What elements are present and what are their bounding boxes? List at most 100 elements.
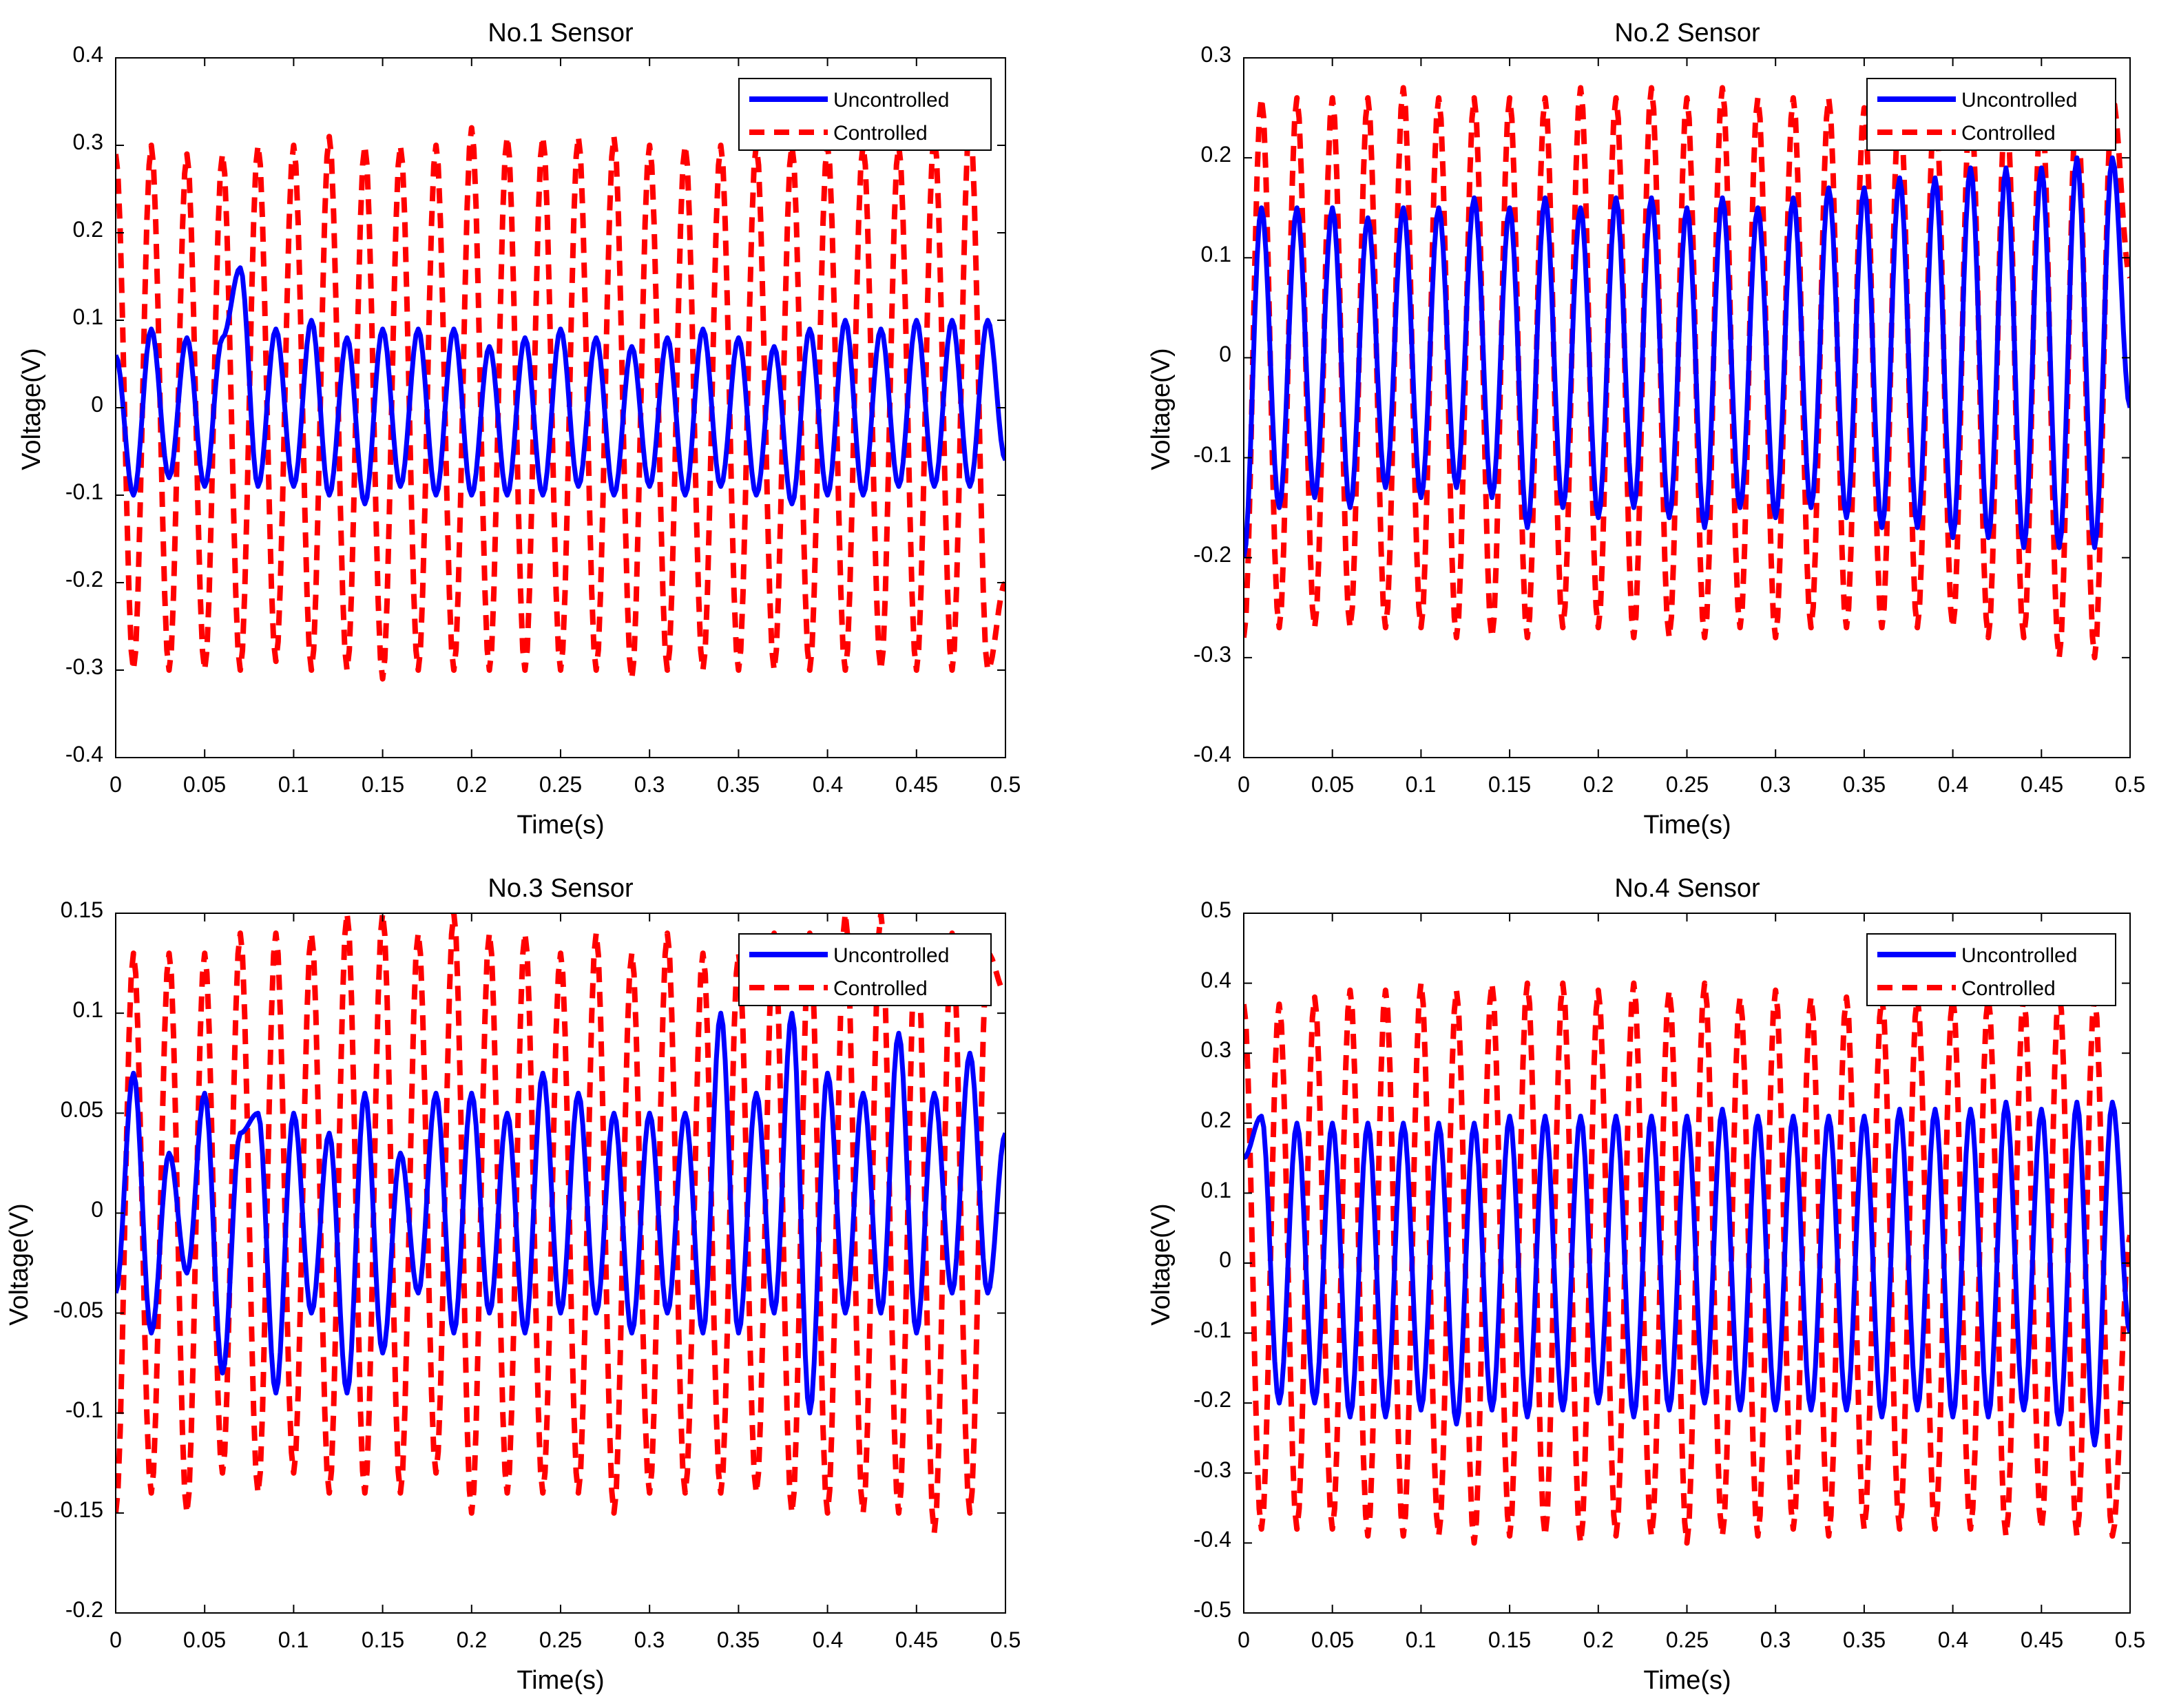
- x-tick-label: 0.5: [990, 1627, 1021, 1652]
- x-tick-label: 0.5: [2115, 1627, 2145, 1652]
- x-axis-label: Time(s): [517, 811, 604, 840]
- x-axis-label: Time(s): [1643, 1666, 1731, 1695]
- x-tick-label: 0.35: [1843, 772, 1886, 797]
- y-tick-label: -0.3: [1193, 1457, 1231, 1482]
- y-axis-label: Voltage(V): [1147, 348, 1176, 470]
- y-tick-label: 0.1: [73, 304, 103, 329]
- x-tick-label: 0.45: [895, 772, 938, 797]
- plot-area: [1244, 980, 2130, 1546]
- y-tick-label: -0.15: [53, 1497, 103, 1522]
- legend-label-controlled: Controlled: [833, 977, 928, 1000]
- legend-label-uncontrolled: Uncontrolled: [1961, 89, 2077, 112]
- x-tick-label: 0.2: [457, 772, 487, 797]
- x-axis-label: Time(s): [517, 1666, 604, 1695]
- tick-marks: [1243, 57, 2131, 758]
- legend-box: [738, 933, 992, 1006]
- x-tick-label: 0: [109, 1627, 122, 1652]
- x-tick-label: 0.25: [539, 1627, 582, 1652]
- y-tick-label: 0.2: [73, 217, 103, 242]
- x-tick-label: 0.3: [634, 1627, 665, 1652]
- chart-panel-no2-sensor: No.2 Sensor Time(s) Voltage(V) 0 0.05 0.…: [1147, 19, 2145, 840]
- x-tick-labels: 0 0.05 0.1 0.15 0.2 0.25 0.3 0.35 0.4 0.…: [1238, 1627, 2145, 1652]
- x-tick-label: 0.25: [1666, 772, 1709, 797]
- x-tick-labels: 0 0.05 0.1 0.15 0.2 0.25 0.3 0.35 0.4 0.…: [1238, 772, 2145, 797]
- y-tick-label: 0.3: [1201, 1037, 1231, 1062]
- legend-label-controlled: Controlled: [1961, 977, 2056, 1000]
- y-tick-labels: -0.5 -0.4 -0.3 -0.2 -0.1 0 0.1 0.2 0.3 0…: [1193, 897, 1231, 1622]
- y-tick-label: -0.3: [65, 654, 103, 679]
- y-tick-label: -0.05: [53, 1298, 103, 1322]
- x-tick-label: 0.25: [1666, 1627, 1709, 1652]
- x-tick-label: 0.5: [2115, 772, 2145, 797]
- y-tick-label: -0.2: [1193, 542, 1231, 567]
- x-tick-label: 0.15: [362, 1627, 404, 1652]
- x-tick-label: 0.35: [1843, 1627, 1886, 1652]
- tick-marks: [115, 57, 1006, 758]
- x-tick-label: 0.35: [717, 772, 760, 797]
- legend-box: [1866, 78, 2116, 151]
- tick-marks: [115, 913, 1006, 1614]
- series-line-uncontrolled: [1244, 155, 2130, 559]
- x-tick-label: 0.45: [2021, 1627, 2063, 1652]
- chart-title: No.3 Sensor: [488, 874, 634, 903]
- y-tick-label: 0.4: [73, 42, 103, 67]
- chart-title: No.2 Sensor: [1614, 19, 1760, 48]
- y-tick-label: 0.1: [73, 997, 103, 1022]
- series-line-uncontrolled: [116, 1010, 1005, 1416]
- legend-label-uncontrolled: Uncontrolled: [833, 89, 949, 112]
- legend-label-uncontrolled: Uncontrolled: [1961, 944, 2077, 967]
- y-tick-label: 0: [91, 392, 103, 417]
- y-axis-label: Voltage(V): [1147, 1203, 1176, 1325]
- x-tick-label: 0.2: [457, 1627, 487, 1652]
- legend: Uncontrolled Controlled: [738, 78, 992, 151]
- y-tick-label: -0.3: [1193, 642, 1231, 667]
- y-tick-label: -0.1: [1193, 1318, 1231, 1342]
- y-tick-label: 0: [91, 1197, 103, 1222]
- y-tick-label: 0.1: [1201, 242, 1231, 267]
- series-line-controlled: [116, 913, 1005, 1536]
- x-tick-label: 0.4: [1938, 1627, 1968, 1652]
- legend-label-controlled: Controlled: [833, 122, 928, 145]
- y-tick-labels: -0.2 -0.15 -0.1 -0.05 0 0.05 0.1 0.15: [53, 897, 103, 1622]
- x-tick-label: 0.05: [1311, 772, 1354, 797]
- series-line-uncontrolled: [1244, 1099, 2130, 1448]
- legend: Uncontrolled Controlled: [1866, 933, 2116, 1006]
- y-tick-label: 0: [1219, 1247, 1231, 1272]
- y-tick-label: -0.1: [1193, 442, 1231, 467]
- y-tick-label: 0.2: [1201, 1107, 1231, 1132]
- x-tick-label: 0: [109, 772, 122, 797]
- y-tick-label: 0.5: [1201, 897, 1231, 922]
- x-tick-label: 0: [1238, 1627, 1250, 1652]
- y-tick-label: -0.2: [1193, 1387, 1231, 1412]
- y-tick-label: 0: [1219, 342, 1231, 366]
- legend-box: [1866, 933, 2116, 1006]
- x-tick-label: 0.3: [634, 772, 665, 797]
- series-line-uncontrolled: [116, 265, 1005, 507]
- series-line-controlled: [1244, 85, 2130, 660]
- y-tick-label: -0.1: [65, 479, 103, 504]
- x-tick-label: 0.15: [362, 772, 404, 797]
- legend: Uncontrolled Controlled: [1866, 78, 2116, 151]
- x-tick-label: 0.3: [1760, 1627, 1791, 1652]
- x-axis-label: Time(s): [1643, 811, 1731, 840]
- y-tick-label: -0.4: [1193, 1527, 1231, 1552]
- y-tick-label: -0.5: [1193, 1597, 1231, 1622]
- x-tick-label: 0.4: [813, 1627, 843, 1652]
- x-tick-label: 0: [1238, 772, 1250, 797]
- x-tick-labels: 0 0.05 0.1 0.15 0.2 0.25 0.3 0.35 0.4 0.…: [109, 1627, 1021, 1652]
- chart-panel-no4-sensor: No.4 Sensor Time(s) Voltage(V) 0 0.05 0.…: [1147, 874, 2145, 1695]
- y-tick-label: 0.4: [1201, 968, 1231, 992]
- legend-label-controlled: Controlled: [1961, 122, 2056, 145]
- x-tick-label: 0.45: [2021, 772, 2063, 797]
- y-tick-labels: -0.4 -0.3 -0.2 -0.1 0 0.1 0.2 0.3 0.4: [65, 42, 103, 767]
- x-tick-label: 0.05: [183, 1627, 226, 1652]
- y-axis-label: Voltage(V): [5, 1203, 34, 1325]
- x-tick-labels: 0 0.05 0.1 0.15 0.2 0.25 0.3 0.35 0.4 0.…: [109, 772, 1021, 797]
- x-tick-label: 0.3: [1760, 772, 1791, 797]
- chart-title: No.4 Sensor: [1614, 874, 1760, 903]
- x-tick-label: 0.25: [539, 772, 582, 797]
- x-tick-label: 0.1: [278, 1627, 309, 1652]
- chart-panel-no1-sensor: No.1 Sensor Time(s) Voltage(V) 0 0.05 0.…: [17, 19, 1021, 840]
- y-tick-label: -0.4: [65, 742, 103, 767]
